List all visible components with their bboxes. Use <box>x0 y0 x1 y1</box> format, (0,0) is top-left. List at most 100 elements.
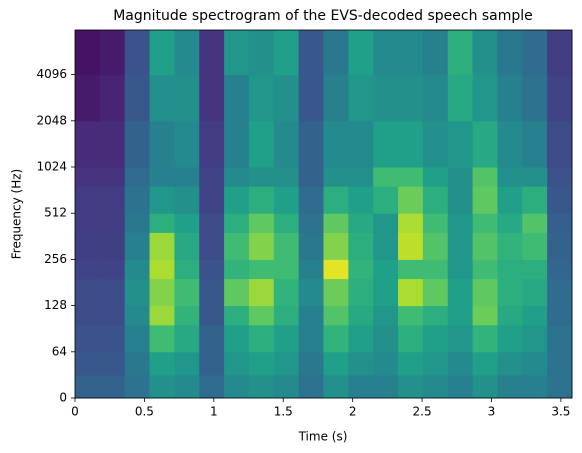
spectrogram-cell <box>472 374 498 399</box>
spectrogram-cell <box>75 74 101 122</box>
spectrogram-cell <box>99 374 126 399</box>
spectrogram-cell <box>323 374 349 399</box>
spectrogram-cell <box>99 30 126 76</box>
spectrogram-cell <box>497 259 523 280</box>
spectrogram-cell <box>422 374 449 399</box>
spectrogram-cell <box>323 186 349 214</box>
spectrogram-cell <box>248 259 275 280</box>
spectrogram-cell <box>199 120 225 168</box>
spectrogram-cell <box>323 167 349 187</box>
spectrogram-cell <box>398 324 424 353</box>
spectrogram-cell <box>373 351 399 376</box>
spectrogram-cell <box>174 74 200 122</box>
spectrogram-cell <box>422 30 449 76</box>
spectrogram-cell <box>99 259 126 280</box>
spectrogram-cell <box>149 278 175 307</box>
spectrogram <box>75 30 573 399</box>
spectrogram-cell <box>224 74 250 122</box>
spectrogram-cell <box>547 374 573 399</box>
spectrogram-cell <box>99 324 126 353</box>
spectrogram-cell <box>99 167 126 187</box>
spectrogram-cell <box>273 30 300 76</box>
spectrogram-cell <box>273 278 300 307</box>
spectrogram-cell <box>422 259 449 280</box>
spectrogram-cell <box>298 186 324 214</box>
spectrogram-cell <box>398 259 424 280</box>
spectrogram-cell <box>348 351 374 376</box>
spectrogram-cell <box>323 30 349 76</box>
spectrogram-cell <box>224 120 250 168</box>
spectrogram-cell <box>273 186 300 214</box>
spectrogram-cell <box>75 374 101 399</box>
spectrogram-cell <box>422 186 449 214</box>
spectrogram-cell <box>99 186 126 214</box>
spectrogram-cell <box>273 324 300 353</box>
spectrogram-cell <box>373 167 399 187</box>
spectrogram-cell <box>547 232 573 260</box>
spectrogram-cell <box>398 186 424 214</box>
spectrogram-cell <box>124 351 151 376</box>
spectrogram-cell <box>398 278 424 307</box>
spectrogram-cell <box>149 374 175 399</box>
spectrogram-cell <box>497 278 523 307</box>
spectrogram-cell <box>248 120 275 168</box>
spectrogram-cell <box>398 120 424 168</box>
spectrogram-cell <box>224 324 250 353</box>
spectrogram-cell <box>398 213 424 233</box>
spectrogram-cell <box>497 305 523 326</box>
spectrogram-cell <box>75 167 101 187</box>
spectrogram-cell <box>522 186 548 214</box>
spectrogram-cell <box>273 213 300 233</box>
spectrogram-cell <box>373 120 399 168</box>
spectrogram-cell <box>398 305 424 326</box>
spectrogram-cell <box>124 30 151 76</box>
spectrogram-cell <box>174 213 200 233</box>
spectrogram-cell <box>248 213 275 233</box>
spectrogram-cell <box>174 351 200 376</box>
spectrogram-cell <box>472 30 498 76</box>
spectrogram-cell <box>447 74 474 122</box>
spectrogram-cell <box>298 351 324 376</box>
spectrogram-cell <box>124 74 151 122</box>
spectrogram-cell <box>248 374 275 399</box>
spectrogram-cell <box>199 278 225 307</box>
spectrogram-cell <box>149 213 175 233</box>
spectrogram-cell <box>273 351 300 376</box>
spectrogram-cell <box>497 213 523 233</box>
spectrogram-cell <box>298 232 324 260</box>
spectrogram-cell <box>224 305 250 326</box>
spectrogram-cell <box>199 167 225 187</box>
spectrogram-cell <box>398 74 424 122</box>
spectrogram-cell <box>348 167 374 187</box>
spectrogram-cell <box>273 305 300 326</box>
spectrogram-cell <box>447 324 474 353</box>
spectrogram-cell <box>348 213 374 233</box>
spectrogram-cell <box>224 30 250 76</box>
spectrogram-cell <box>99 120 126 168</box>
spectrogram-cell <box>547 30 573 76</box>
spectrogram-cell <box>472 232 498 260</box>
spectrogram-cell <box>373 232 399 260</box>
x-tick-label: 0.5 <box>135 405 154 419</box>
spectrogram-cell <box>149 232 175 260</box>
spectrogram-cell <box>348 120 374 168</box>
spectrogram-cell <box>547 278 573 307</box>
spectrogram-cell <box>149 259 175 280</box>
spectrogram-cell <box>447 167 474 187</box>
spectrogram-cell <box>472 167 498 187</box>
y-tick-label: 256 <box>44 252 67 266</box>
spectrogram-cell <box>248 305 275 326</box>
spectrogram-cell <box>447 232 474 260</box>
plot-frame <box>74 29 573 399</box>
spectrogram-cell <box>224 351 250 376</box>
spectrogram-cell <box>298 259 324 280</box>
x-tick-label: 3.5 <box>551 405 570 419</box>
spectrogram-cell <box>174 120 200 168</box>
spectrogram-cell <box>398 30 424 76</box>
spectrogram-cell <box>373 305 399 326</box>
x-axis-label: Time (s) <box>298 430 348 444</box>
spectrogram-cell <box>199 213 225 233</box>
spectrogram-cell <box>273 120 300 168</box>
spectrogram-cell <box>99 232 126 260</box>
